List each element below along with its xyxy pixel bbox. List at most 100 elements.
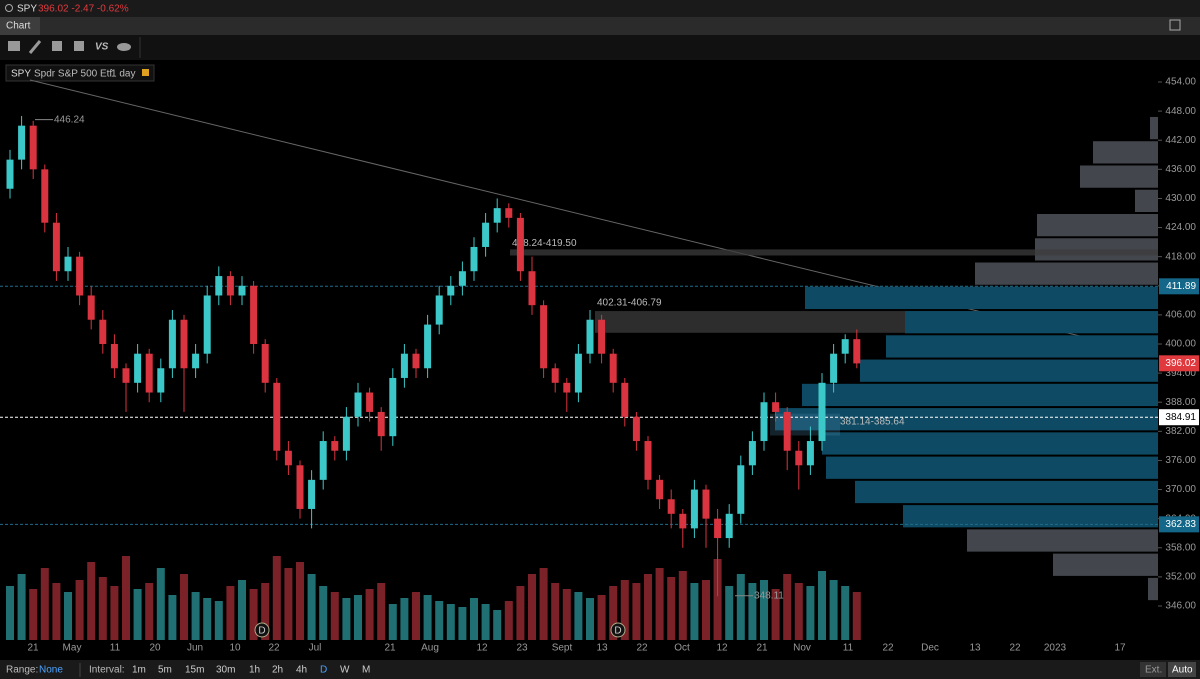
candle-body	[470, 246, 478, 272]
interval-option[interactable]: 30m	[216, 665, 235, 676]
candle-body	[6, 159, 14, 189]
tool-icon[interactable]	[74, 41, 84, 51]
x-tick-label: Jun	[187, 643, 203, 654]
quote: 396.02 -2.47 -0.62%	[38, 4, 129, 15]
volume-profile-bar	[1135, 189, 1158, 212]
tool-icon[interactable]	[28, 40, 42, 54]
volume-profile-bar	[903, 505, 1158, 528]
auto-button[interactable]	[1168, 662, 1196, 677]
volume-bar	[412, 592, 420, 640]
candle-body	[690, 489, 698, 529]
ext-label[interactable]: Ext.	[1145, 665, 1162, 676]
interval-option[interactable]: 1m	[132, 665, 146, 676]
tab[interactable]	[0, 17, 40, 35]
candle-body	[76, 256, 84, 296]
candle-body	[783, 411, 791, 451]
x-tick-label: 13	[596, 643, 608, 654]
volume-bar	[354, 595, 362, 640]
volume-bar	[481, 604, 490, 640]
range-value[interactable]: None	[39, 665, 63, 676]
volume-bar	[574, 592, 583, 640]
volume-bar	[818, 571, 826, 640]
symbol[interactable]: SPY	[17, 4, 37, 15]
candle-body	[795, 450, 803, 466]
volume-bar	[249, 589, 258, 640]
interval-option[interactable]: 5m	[158, 665, 172, 676]
volume-bar	[690, 583, 699, 640]
volume-profile-bar	[822, 432, 1158, 455]
candle-body	[110, 344, 118, 369]
volume-bar	[64, 592, 72, 640]
y-tick-label: 430.00	[1165, 193, 1196, 204]
ext-button[interactable]	[1140, 662, 1166, 677]
toolbar	[0, 35, 1200, 60]
tool-icon[interactable]	[8, 41, 20, 51]
volume-bar	[702, 580, 710, 640]
tool-icon[interactable]	[52, 41, 62, 51]
candle-body	[18, 125, 26, 160]
event-marker[interactable]	[610, 622, 626, 638]
interval-option[interactable]: 4h	[296, 665, 307, 676]
volume-bar	[470, 598, 478, 640]
candle-body	[493, 208, 501, 223]
candle-body	[505, 208, 513, 218]
candle-body	[806, 441, 814, 466]
volume-bar	[377, 583, 386, 640]
x-tick-label: 10	[229, 643, 241, 654]
volume-bar	[829, 580, 838, 640]
volume-bar	[272, 556, 281, 640]
interval-option[interactable]: 15m	[185, 665, 204, 676]
candle-body	[632, 416, 640, 442]
x-tick-label: 11	[843, 643, 854, 654]
tab-label[interactable]: Chart	[6, 21, 31, 32]
volume-bar	[667, 577, 676, 640]
candle-body	[226, 276, 234, 296]
volume-bar	[586, 598, 594, 640]
volume-bar	[539, 568, 548, 640]
legend-icon[interactable]	[142, 69, 149, 76]
candle-body	[679, 513, 687, 529]
zone-label: 381.14-385.64	[840, 416, 905, 427]
candle-body	[180, 319, 188, 369]
volume-bar	[191, 592, 200, 640]
interval-option[interactable]: M	[362, 665, 370, 676]
maximize[interactable]	[1169, 19, 1181, 31]
legend-name: Spdr S&P 500 Etf	[34, 69, 112, 80]
candle-body	[64, 256, 72, 272]
volume-profile-bar	[1148, 577, 1158, 601]
annotation-label: 446.24	[54, 114, 85, 125]
volume-profile-bar	[905, 311, 1158, 334]
y-tick-label: 454.00	[1165, 77, 1196, 88]
candle-body	[52, 222, 60, 272]
tool-icon[interactable]	[117, 43, 131, 51]
footer	[0, 660, 1200, 679]
price-tag-label: 362.83	[1165, 519, 1196, 530]
event-marker[interactable]	[254, 622, 270, 638]
y-tick-label: 394.00	[1165, 368, 1196, 379]
volume-bar	[841, 586, 850, 640]
candle-body	[656, 479, 664, 500]
interval-label: Interval:	[89, 665, 125, 676]
interval-option[interactable]: 2h	[272, 665, 283, 676]
auto-label[interactable]: Auto	[1172, 665, 1193, 676]
y-tick-label: 358.00	[1165, 542, 1196, 553]
volume-bar	[6, 586, 14, 640]
candle-body	[644, 441, 652, 480]
candle-body	[273, 382, 281, 451]
volume-bar	[620, 580, 629, 640]
candle-body	[284, 450, 292, 466]
volume-bar	[29, 589, 38, 640]
x-tick-label: 20	[149, 643, 161, 654]
volume-bar	[261, 583, 270, 640]
compare-button[interactable]: VS	[95, 42, 109, 53]
candle-body	[238, 285, 246, 296]
x-tick-label: Nov	[793, 643, 811, 654]
volume-bar	[87, 562, 96, 640]
interval-option[interactable]: D	[320, 665, 327, 676]
interval-option[interactable]: 1h	[249, 665, 260, 676]
x-tick-label: 2023	[1044, 643, 1067, 654]
interval-option[interactable]: W	[340, 665, 350, 676]
volume-bar	[226, 586, 235, 640]
volume-bar	[528, 574, 536, 640]
x-tick-label: 12	[476, 643, 488, 654]
